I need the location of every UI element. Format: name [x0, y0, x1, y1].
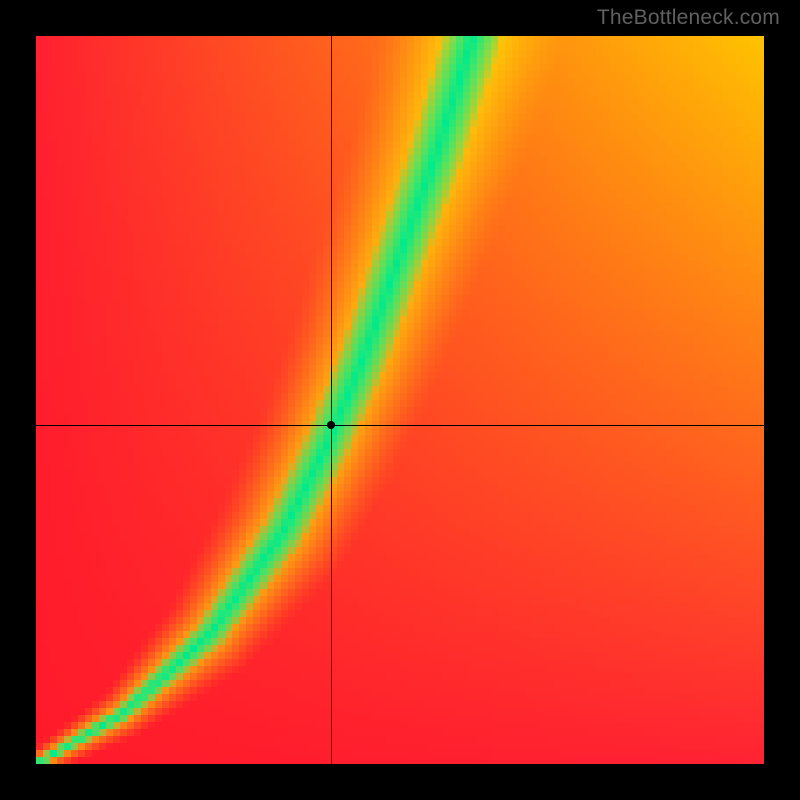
- plot-area: [36, 36, 764, 764]
- heatmap-canvas: [36, 36, 764, 764]
- chart-container: TheBottleneck.com: [0, 0, 800, 800]
- watermark-text: TheBottleneck.com: [597, 6, 780, 30]
- crosshair-horizontal: [36, 425, 764, 426]
- crosshair-vertical: [331, 36, 332, 764]
- crosshair-dot: [327, 421, 335, 429]
